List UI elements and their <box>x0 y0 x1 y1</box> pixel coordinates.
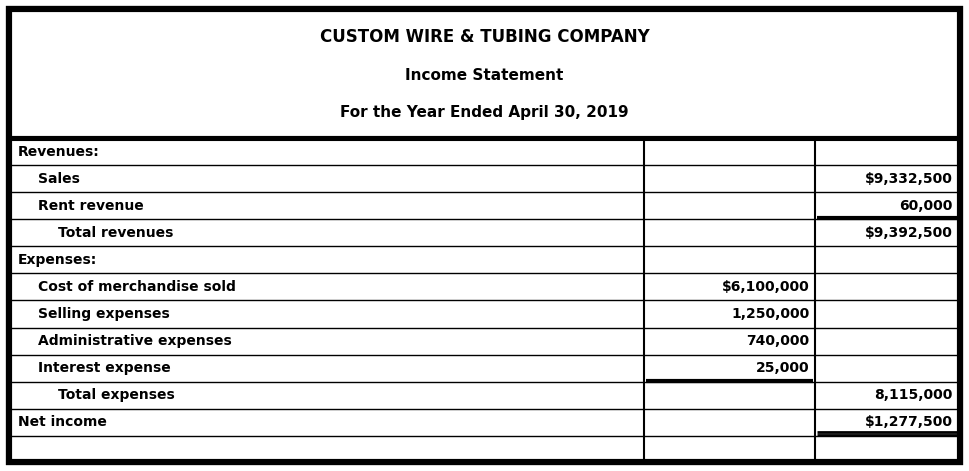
Text: $9,392,500: $9,392,500 <box>865 226 953 240</box>
Text: Expenses:: Expenses: <box>18 253 97 267</box>
Text: 1,250,000: 1,250,000 <box>731 307 809 321</box>
Text: For the Year Ended April 30, 2019: For the Year Ended April 30, 2019 <box>340 105 629 120</box>
Text: Revenues:: Revenues: <box>18 145 100 159</box>
Text: Total expenses: Total expenses <box>58 388 174 402</box>
Text: $6,100,000: $6,100,000 <box>722 280 809 294</box>
Text: 740,000: 740,000 <box>746 334 809 348</box>
Text: Total revenues: Total revenues <box>58 226 173 240</box>
Text: CUSTOM WIRE & TUBING COMPANY: CUSTOM WIRE & TUBING COMPANY <box>320 28 649 46</box>
Text: $1,277,500: $1,277,500 <box>865 415 953 430</box>
Text: Sales: Sales <box>38 171 79 186</box>
Text: 60,000: 60,000 <box>899 199 953 213</box>
Text: Net income: Net income <box>18 415 107 430</box>
Text: $9,332,500: $9,332,500 <box>865 171 953 186</box>
Text: Income Statement: Income Statement <box>405 68 564 83</box>
Text: Rent revenue: Rent revenue <box>38 199 143 213</box>
Text: 25,000: 25,000 <box>756 361 809 375</box>
Text: Interest expense: Interest expense <box>38 361 171 375</box>
Text: 8,115,000: 8,115,000 <box>875 388 953 402</box>
Text: Selling expenses: Selling expenses <box>38 307 170 321</box>
Text: Cost of merchandise sold: Cost of merchandise sold <box>38 280 235 294</box>
Text: Administrative expenses: Administrative expenses <box>38 334 232 348</box>
